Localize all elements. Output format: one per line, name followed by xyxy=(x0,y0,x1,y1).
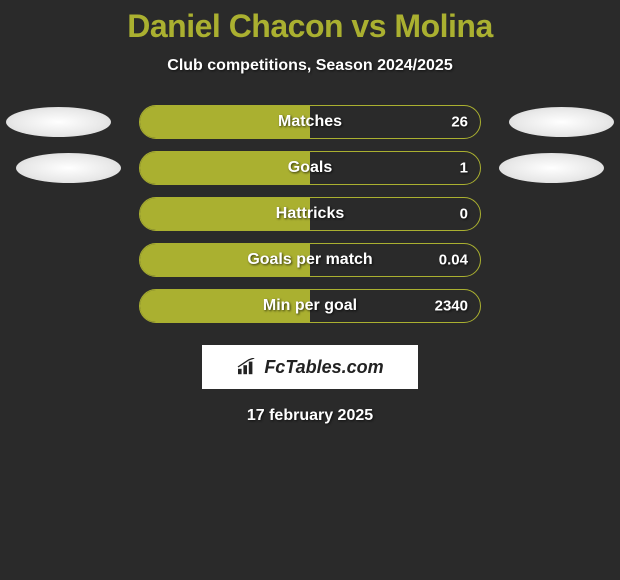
stat-label: Min per goal xyxy=(263,297,357,315)
stat-value-right: 2340 xyxy=(435,298,468,315)
ellipse-decoration-icon xyxy=(509,107,614,137)
stat-row: Hattricks 0 xyxy=(0,197,620,231)
stat-label: Hattricks xyxy=(276,205,344,223)
logo-text: FcTables.com xyxy=(264,357,383,378)
stat-row: Matches 26 xyxy=(0,105,620,139)
page-title: Daniel Chacon vs Molina xyxy=(0,8,620,45)
bar-fill-left xyxy=(140,152,310,184)
logo-box: FcTables.com xyxy=(202,345,418,389)
stat-bar: Goals 1 xyxy=(139,151,481,185)
bar-chart-icon xyxy=(236,358,258,376)
stats-rows: Matches 26 Goals 1 Hattricks 0 xyxy=(0,105,620,323)
stat-value-right: 26 xyxy=(451,114,468,131)
ellipse-decoration-icon xyxy=(6,107,111,137)
page-subtitle: Club competitions, Season 2024/2025 xyxy=(0,57,620,75)
stat-row: Min per goal 2340 xyxy=(0,289,620,323)
stat-value-right: 1 xyxy=(460,160,468,177)
stat-label: Matches xyxy=(278,113,342,131)
stat-bar: Min per goal 2340 xyxy=(139,289,481,323)
stat-bar: Hattricks 0 xyxy=(139,197,481,231)
ellipse-decoration-icon xyxy=(16,153,121,183)
stat-bar: Goals per match 0.04 xyxy=(139,243,481,277)
footer-date: 17 february 2025 xyxy=(0,407,620,425)
stat-label: Goals xyxy=(288,159,332,177)
stat-bar: Matches 26 xyxy=(139,105,481,139)
infographic-container: Daniel Chacon vs Molina Club competition… xyxy=(0,0,620,425)
stat-row: Goals per match 0.04 xyxy=(0,243,620,277)
stat-value-right: 0.04 xyxy=(439,252,468,269)
stat-value-right: 0 xyxy=(460,206,468,223)
stat-label: Goals per match xyxy=(247,251,372,269)
stat-row: Goals 1 xyxy=(0,151,620,185)
ellipse-decoration-icon xyxy=(499,153,604,183)
